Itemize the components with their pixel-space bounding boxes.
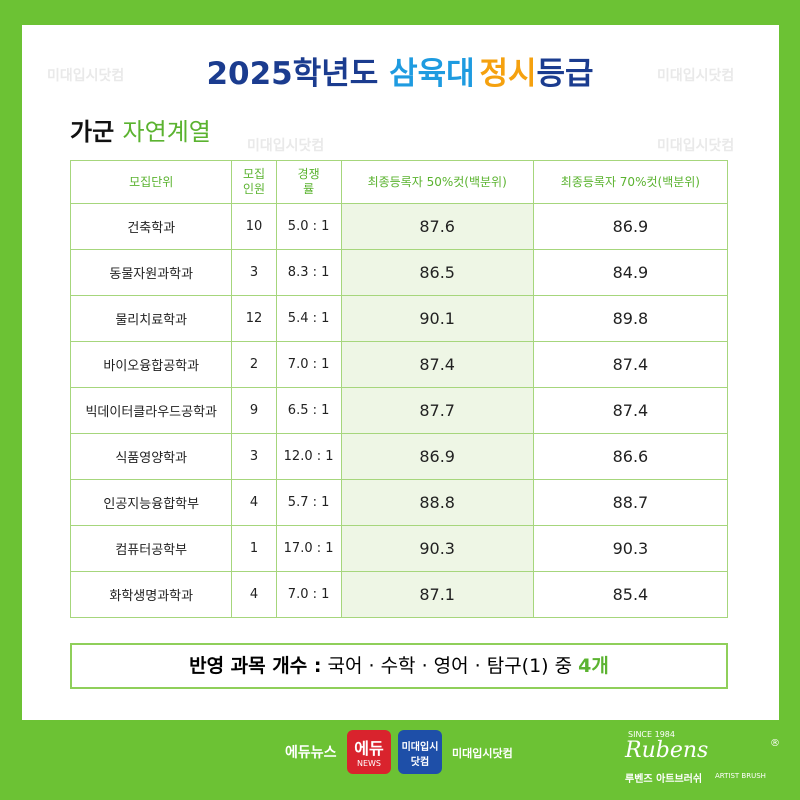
- row: 건축학과 10 5.0 : 1 87.6 86.9: [69, 203, 729, 250]
- group: 가군: [70, 118, 115, 146]
- table: 모집단위 모집 인원 경쟁 률 최종등록자 50%컷(백분위) 최종등록자 70%컷(백…: [69, 160, 729, 618]
- row: 인공지능융합학부 4 5.7 : 1 88.8 88.7: [69, 479, 729, 526]
- cell: 바이오융합공학과: [69, 341, 233, 388]
- cell: 6.5 : 1: [275, 387, 342, 434]
- mdae-logo: 미대입시 닷컴: [398, 730, 442, 774]
- cell: 4: [231, 479, 277, 526]
- row: 식품영양학과 3 12.0 : 1 86.9 86.6: [69, 433, 729, 480]
- watermark: 미대입시닷컴: [657, 138, 735, 154]
- header-cell: 모집 인원: [231, 160, 277, 204]
- cell: 87.4: [532, 341, 729, 388]
- watermark: 미대입시닷컴: [247, 138, 325, 154]
- cell: 1: [231, 525, 277, 572]
- title-suffix: 등급: [536, 56, 594, 92]
- cell: 5.4 : 1: [275, 295, 342, 342]
- cell: 90.3: [340, 525, 534, 572]
- cell: 89.8: [532, 295, 729, 342]
- cell: 84.9: [532, 249, 729, 296]
- watermark: 미대입시닷컴: [47, 68, 125, 84]
- header-cell: 최종등록자 70%컷(백분위): [532, 160, 729, 204]
- mdae1: 미대입시: [401, 742, 439, 753]
- cell: 7.0 : 1: [275, 571, 342, 618]
- header-cell: 최종등록자 50%컷(백분위): [340, 160, 534, 204]
- cell: 86.9: [532, 203, 729, 250]
- cell: 90.1: [340, 295, 534, 342]
- brush: ARTIST BRUSH: [715, 772, 766, 780]
- subtitle: 가군 자연계열: [70, 112, 211, 147]
- row: 빅데이터클라우드공학과 9 6.5 : 1 87.7 87.4: [69, 387, 729, 434]
- cell: 2: [231, 341, 277, 388]
- header-cell: 경쟁 률: [275, 160, 342, 204]
- header-cell: 모집단위: [69, 160, 233, 204]
- header-row: 모집단위 모집 인원 경쟁 률 최종등록자 50%컷(백분위) 최종등록자 70%컷(백…: [69, 160, 729, 204]
- cell: 12.0 : 1: [275, 433, 342, 480]
- cell: 5.0 : 1: [275, 203, 342, 250]
- mdae2: 닷컴: [410, 757, 430, 768]
- cell: 물리치료학과: [69, 295, 233, 342]
- edunews: 에듀뉴스: [285, 745, 337, 761]
- field: 자연계열: [122, 118, 211, 146]
- note-label: 반영 과목 개수 :: [189, 655, 322, 677]
- cell: 화학생명과학과: [69, 571, 233, 618]
- rubens-kr: 루벤즈 아트브러쉬: [625, 774, 703, 785]
- since: SINCE 1984: [628, 730, 675, 739]
- cell: 10: [231, 203, 277, 250]
- cell: 8.3 : 1: [275, 249, 342, 296]
- cell: 4: [231, 571, 277, 618]
- mdae: 미대입시닷컴: [452, 747, 513, 760]
- cell: 12: [231, 295, 277, 342]
- note: 반영 과목 개수 : 국어 · 수학 · 영어 · 탐구(1) 중 4개: [70, 643, 728, 689]
- cell: 7.0 : 1: [275, 341, 342, 388]
- cell: 86.6: [532, 433, 729, 480]
- cell: 3: [231, 433, 277, 480]
- reg: ®: [770, 738, 780, 749]
- row: 화학생명과학과 4 7.0 : 1 87.1 85.4: [69, 571, 729, 618]
- cell: 빅데이터클라우드공학과: [69, 387, 233, 434]
- title-year: 2025학년도: [206, 56, 379, 92]
- cell: 9: [231, 387, 277, 434]
- title-school: 삼육대: [389, 56, 475, 92]
- cell: 식품영양학과: [69, 433, 233, 480]
- cell: 87.1: [340, 571, 534, 618]
- row: 물리치료학과 12 5.4 : 1 90.1 89.8: [69, 295, 729, 342]
- title-kind: 정시: [479, 56, 537, 92]
- row: 컴퓨터공학부 1 17.0 : 1 90.3 90.3: [69, 525, 729, 572]
- watermark: 미대입시닷컴: [657, 68, 735, 84]
- cell: 87.4: [340, 341, 534, 388]
- note-count: 4개: [578, 655, 609, 677]
- cell: 87.7: [340, 387, 534, 434]
- cell: 3: [231, 249, 277, 296]
- news: NEWS: [356, 759, 382, 768]
- cell: 87.6: [340, 203, 534, 250]
- cell: 88.8: [340, 479, 534, 526]
- edu-logo: 에듀 NEWS: [347, 730, 391, 774]
- cell: 동물자원과학과: [69, 249, 233, 296]
- title: 2025학년도 삼육대 정시등급: [0, 48, 800, 93]
- cell: 90.3: [532, 525, 729, 572]
- row: 바이오융합공학과 2 7.0 : 1 87.4 87.4: [69, 341, 729, 388]
- cell: 86.5: [340, 249, 534, 296]
- cell: 86.9: [340, 433, 534, 480]
- cell: 컴퓨터공학부: [69, 525, 233, 572]
- cell: 87.4: [532, 387, 729, 434]
- cell: 85.4: [532, 571, 729, 618]
- cell: 건축학과: [69, 203, 233, 250]
- cell: 인공지능융합학부: [69, 479, 233, 526]
- cell: 5.7 : 1: [275, 479, 342, 526]
- cell: 88.7: [532, 479, 729, 526]
- cell: 17.0 : 1: [275, 525, 342, 572]
- row: 동물자원과학과 3 8.3 : 1 86.5 84.9: [69, 249, 729, 296]
- note-subjects: 국어 · 수학 · 영어 · 탐구(1) 중: [327, 655, 573, 677]
- edu: 에듀: [354, 739, 384, 758]
- rubens: Rubens: [625, 738, 709, 763]
